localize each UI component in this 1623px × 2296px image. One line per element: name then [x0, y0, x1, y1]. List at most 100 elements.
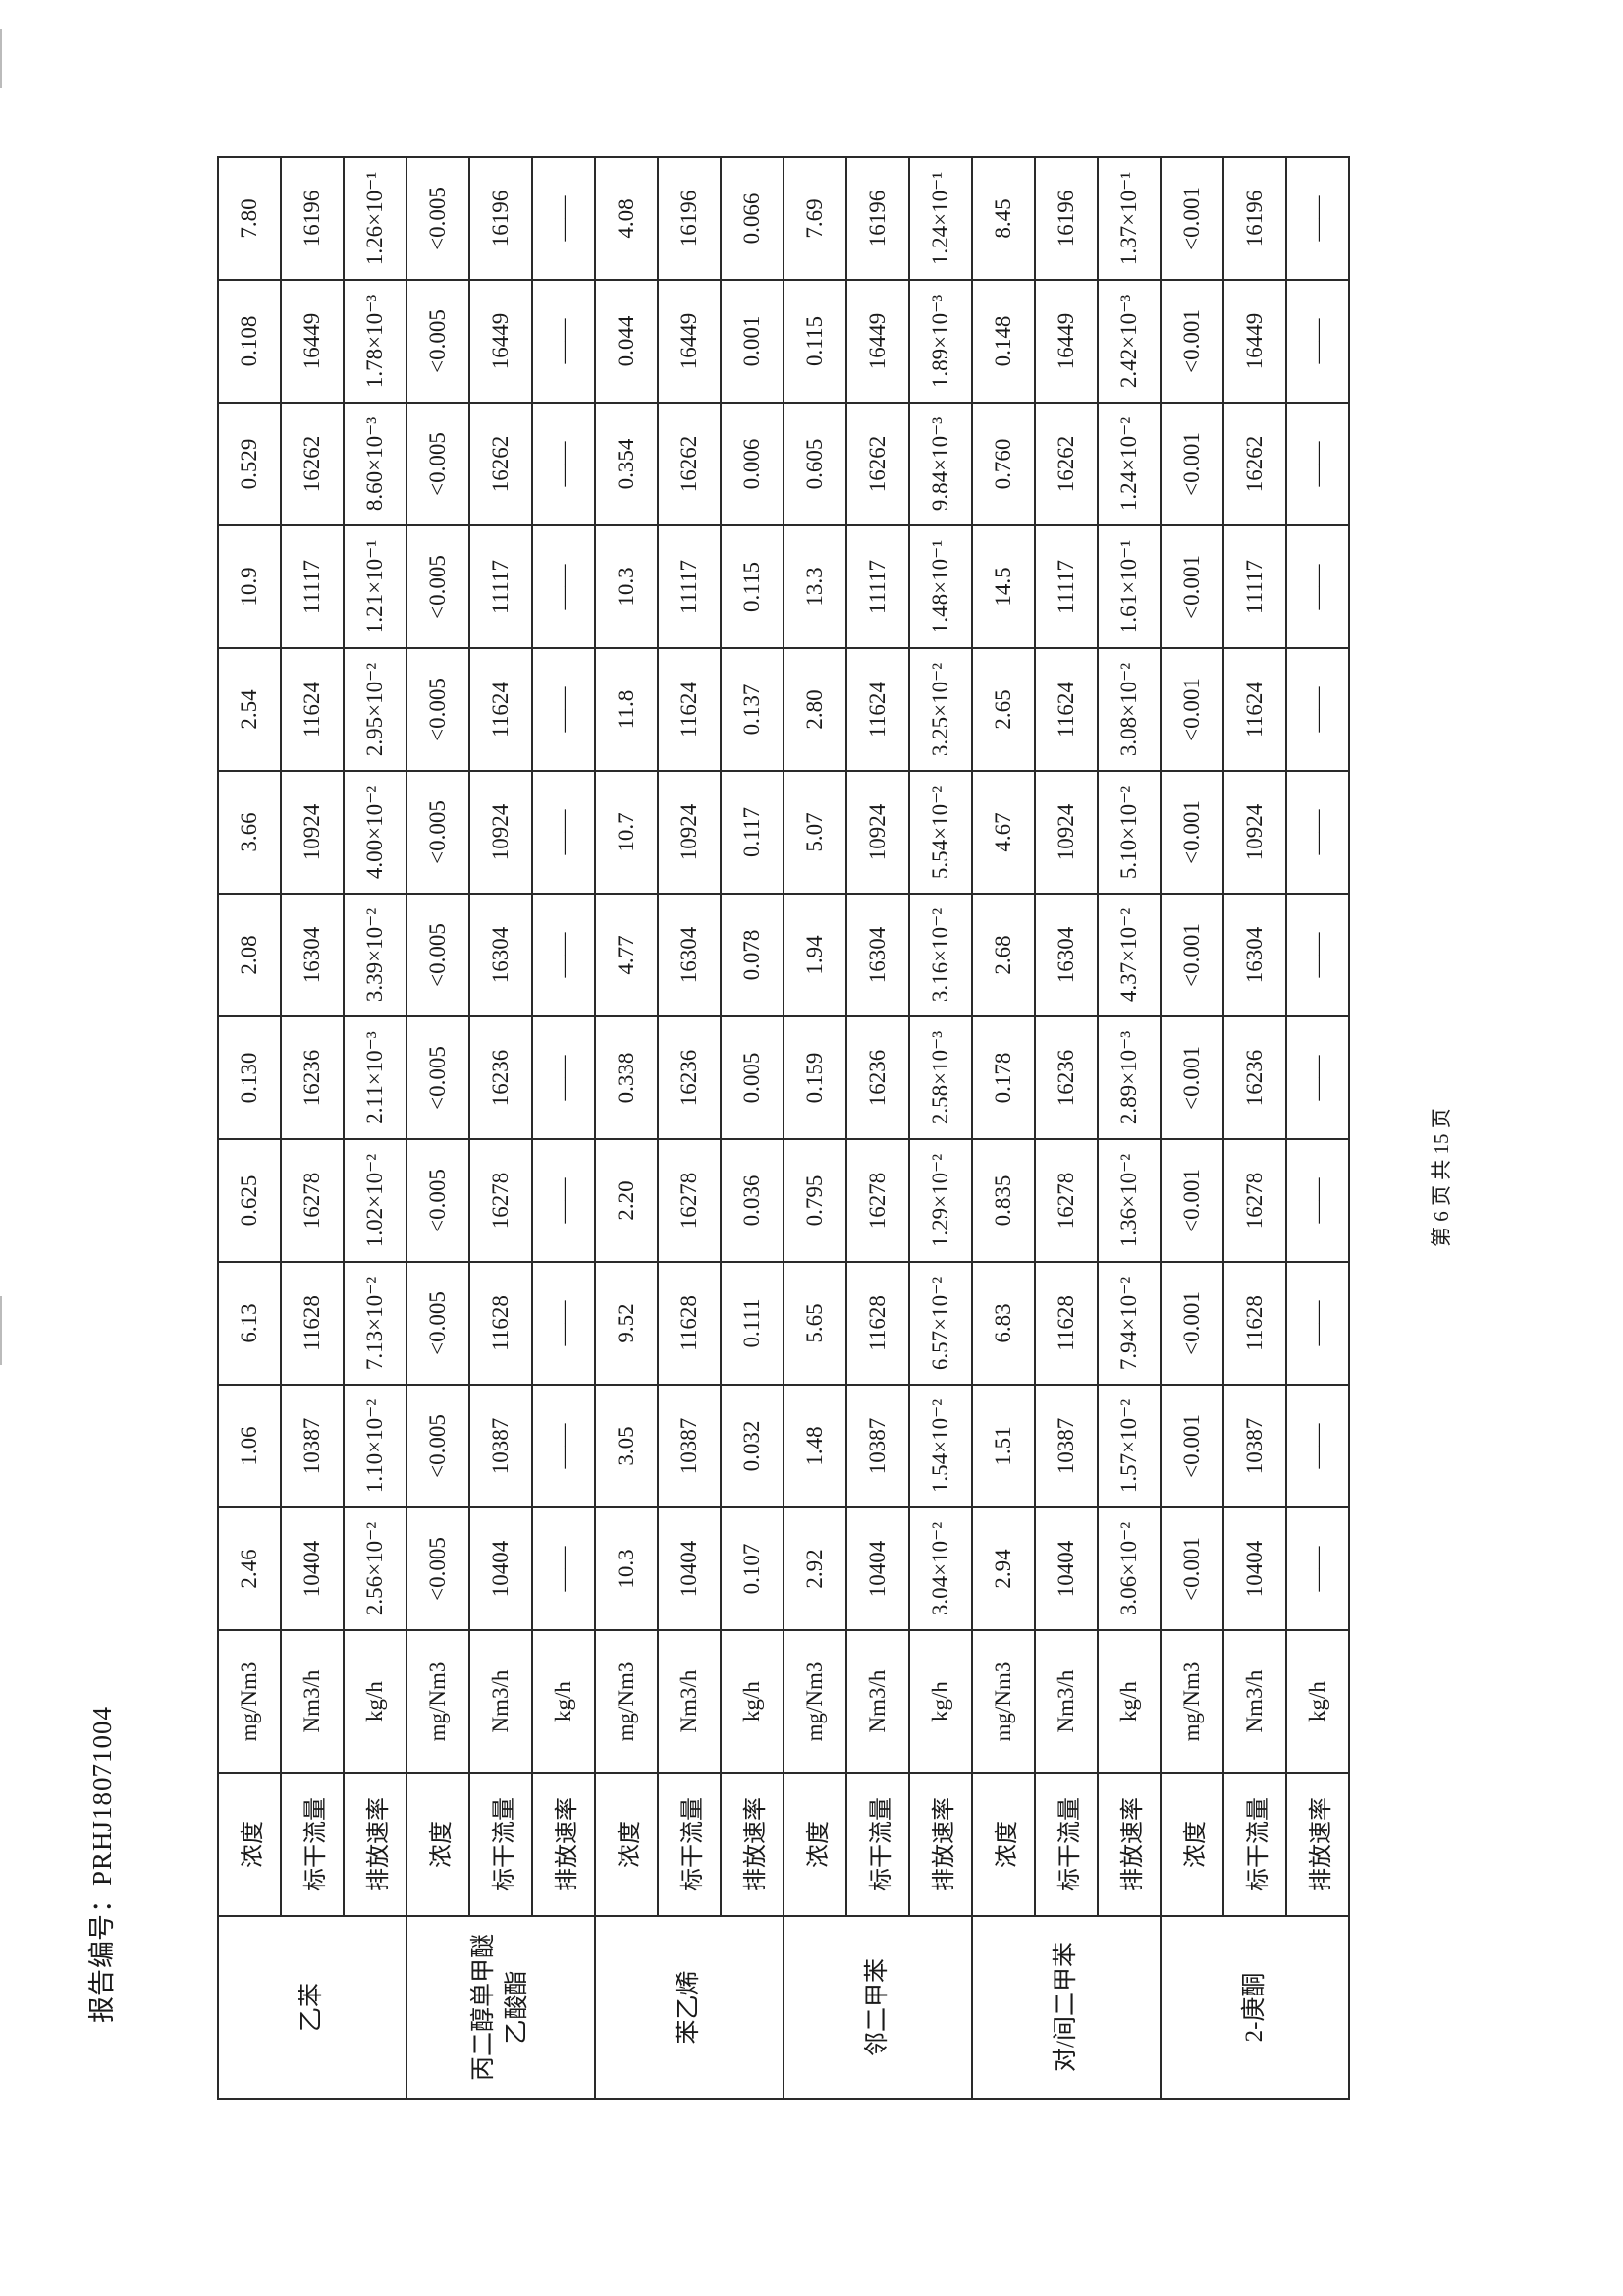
- table-row: 标干流量 Nm3/h 10404 10387 11628 16278 16236 16304 1…: [658, 157, 721, 2099]
- value-cell: 1.21×10⁻¹: [344, 525, 406, 648]
- parameter-cell: 标干流量: [1035, 1773, 1098, 1916]
- unit-cell: kg/h: [721, 1630, 784, 1773]
- unit-cell: mg/Nm3: [218, 1630, 281, 1773]
- value-cell: <0.001: [1161, 403, 1223, 525]
- unit-cell: mg/Nm3: [406, 1630, 469, 1773]
- value-cell: 16236: [1223, 1016, 1286, 1139]
- value-cell: 1.24×10⁻²: [1098, 403, 1161, 525]
- unit-cell: mg/Nm3: [595, 1630, 658, 1773]
- value-cell: 2.80: [784, 648, 846, 771]
- value-cell: 1.48×10⁻¹: [909, 525, 972, 648]
- value-cell: 1.51: [972, 1385, 1035, 1507]
- value-cell: 1.06: [218, 1385, 281, 1507]
- unit-cell: Nm3/h: [469, 1630, 532, 1773]
- value-cell: 0.148: [972, 280, 1035, 403]
- value-cell: 10924: [469, 771, 532, 894]
- value-cell: ——: [532, 1139, 595, 1262]
- value-cell: 16304: [1223, 894, 1286, 1016]
- substance-cell: 邻二甲苯: [784, 1916, 972, 2099]
- value-cell: <0.005: [406, 525, 469, 648]
- table-row: 邻二甲苯 浓度 mg/Nm3 2.92 1.48 5.65 0.795 0.159 1.94 5.…: [784, 157, 972, 2099]
- value-cell: 11117: [846, 525, 909, 648]
- value-cell: 5.65: [784, 1262, 846, 1385]
- value-cell: ——: [1286, 525, 1349, 648]
- value-cell: 11117: [281, 525, 344, 648]
- parameter-cell: 排放速率: [1286, 1773, 1349, 1916]
- value-cell: 2.54: [218, 648, 281, 771]
- table-row: 对/间二甲苯 浓度 mg/Nm3 2.94 1.51 6.83 0.835 0.178 2.68…: [972, 157, 1161, 2099]
- value-cell: <0.005: [406, 1139, 469, 1262]
- value-cell: 3.25×10⁻²: [909, 648, 972, 771]
- value-cell: <0.005: [406, 157, 469, 280]
- value-cell: 7.80: [218, 157, 281, 280]
- value-cell: 0.760: [972, 403, 1035, 525]
- value-cell: 0.066: [721, 157, 784, 280]
- unit-cell: Nm3/h: [846, 1630, 909, 1773]
- value-cell: 11628: [1035, 1262, 1098, 1385]
- value-cell: 2.94: [972, 1507, 1035, 1630]
- value-cell: 11624: [281, 648, 344, 771]
- value-cell: 10404: [658, 1507, 721, 1630]
- value-cell: 4.67: [972, 771, 1035, 894]
- value-cell: 2.08: [218, 894, 281, 1016]
- parameter-cell: 浓度: [218, 1773, 281, 1916]
- table-row: 排放速率 kg/h 3.04×10⁻² 1.54×10⁻² 6.57×10⁻² 1.29×…: [909, 157, 972, 2099]
- value-cell: 16304: [469, 894, 532, 1016]
- value-cell: ——: [1286, 280, 1349, 403]
- unit-cell: Nm3/h: [658, 1630, 721, 1773]
- value-cell: 16449: [846, 280, 909, 403]
- value-cell: 1.26×10⁻¹: [344, 157, 406, 280]
- value-cell: 11628: [658, 1262, 721, 1385]
- value-cell: 10924: [846, 771, 909, 894]
- value-cell: 16262: [658, 403, 721, 525]
- parameter-cell: 排放速率: [721, 1773, 784, 1916]
- value-cell: 16449: [658, 280, 721, 403]
- value-cell: 0.001: [721, 280, 784, 403]
- value-cell: <0.001: [1161, 525, 1223, 648]
- value-cell: 7.94×10⁻²: [1098, 1262, 1161, 1385]
- value-cell: 0.354: [595, 403, 658, 525]
- value-cell: 11628: [281, 1262, 344, 1385]
- value-cell: ——: [532, 525, 595, 648]
- value-cell: 16262: [1223, 403, 1286, 525]
- value-cell: 4.77: [595, 894, 658, 1016]
- value-cell: 16236: [658, 1016, 721, 1139]
- parameter-cell: 标干流量: [281, 1773, 344, 1916]
- value-cell: 0.795: [784, 1139, 846, 1262]
- value-cell: 16196: [1223, 157, 1286, 280]
- value-cell: <0.005: [406, 1385, 469, 1507]
- value-cell: 2.42×10⁻³: [1098, 280, 1161, 403]
- value-cell: 5.10×10⁻²: [1098, 771, 1161, 894]
- value-cell: 0.137: [721, 648, 784, 771]
- unit-cell: kg/h: [532, 1630, 595, 1773]
- value-cell: 1.36×10⁻²: [1098, 1139, 1161, 1262]
- table-row: 苯乙烯 浓度 mg/Nm3 10.3 3.05 9.52 2.20 0.338 4.77 10.7…: [595, 157, 784, 2099]
- value-cell: <0.001: [1161, 157, 1223, 280]
- table-row: 2-庚酮 浓度 mg/Nm3 <0.001 <0.001 <0.001 <0.001 <0.0…: [1161, 157, 1349, 2099]
- value-cell: ——: [532, 1507, 595, 1630]
- value-cell: 16449: [281, 280, 344, 403]
- value-cell: ——: [532, 280, 595, 403]
- substance-cell: 乙苯: [218, 1916, 406, 2099]
- table-row: 标干流量 Nm3/h 10404 10387 11628 16278 16236 16304 1…: [1223, 157, 1286, 2099]
- value-cell: 2.20: [595, 1139, 658, 1262]
- table-row: 乙苯 浓度 mg/Nm3 2.46 1.06 6.13 0.625 0.130 2.08 3.66…: [218, 157, 406, 2099]
- value-cell: 0.130: [218, 1016, 281, 1139]
- value-cell: 10387: [1223, 1385, 1286, 1507]
- value-cell: 0.625: [218, 1139, 281, 1262]
- value-cell: 10924: [658, 771, 721, 894]
- value-cell: <0.005: [406, 771, 469, 894]
- parameter-cell: 排放速率: [1098, 1773, 1161, 1916]
- table-row: 排放速率 kg/h —— —— —— —— —— —— —— —— —— —— —— ——: [532, 157, 595, 2099]
- parameter-cell: 浓度: [595, 1773, 658, 1916]
- value-cell: 7.13×10⁻²: [344, 1262, 406, 1385]
- value-cell: 16236: [469, 1016, 532, 1139]
- table-row: 排放速率 kg/h 2.56×10⁻² 1.10×10⁻² 7.13×10⁻² 1.02×…: [344, 157, 406, 2099]
- value-cell: 16278: [281, 1139, 344, 1262]
- value-cell: ——: [532, 1385, 595, 1507]
- value-cell: 16196: [658, 157, 721, 280]
- value-cell: 16278: [1223, 1139, 1286, 1262]
- table-row: 标干流量 Nm3/h 10404 10387 11628 16278 16236 16304 1…: [1035, 157, 1098, 2099]
- unit-cell: kg/h: [1098, 1630, 1161, 1773]
- substance-cell: 丙二醇单甲醚乙酸酯: [406, 1916, 595, 2099]
